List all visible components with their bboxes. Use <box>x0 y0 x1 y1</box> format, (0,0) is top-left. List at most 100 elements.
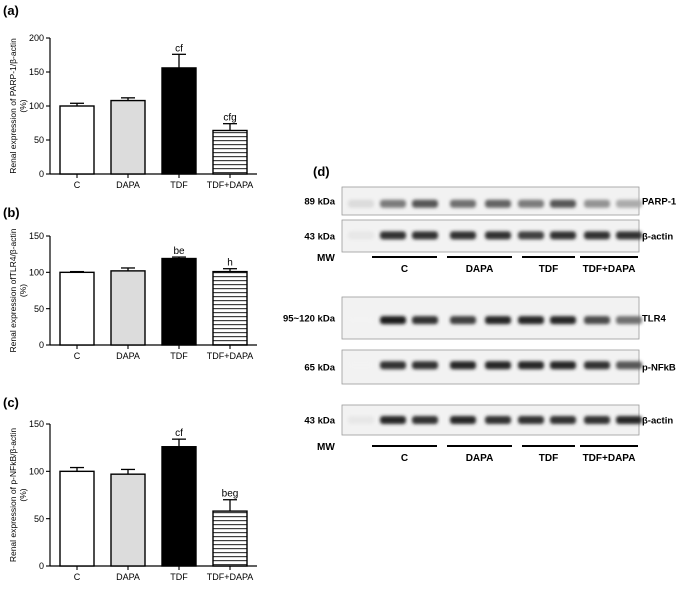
chart-panel-3: (c) Renal expression of p-NFkB/β-actin (%)… <box>3 395 257 582</box>
category-label: C <box>74 351 81 361</box>
kda-label: 43 kDa <box>304 232 335 243</box>
y-axis-unit: (%) <box>18 284 28 297</box>
blot-band <box>485 316 511 325</box>
blot-tlr4: 95~120 kDa TLR4 <box>283 296 666 340</box>
bar-tdf <box>161 257 197 346</box>
group-labels: MW C DAPA TDF TDF+DAPA <box>317 442 638 464</box>
significance-label: be <box>173 246 185 257</box>
category-label: TDF+DAPA <box>207 351 254 361</box>
y-tick-label: 50 <box>34 514 44 524</box>
western-blots: (d) 89 kDa PARP-1 43 kDa β-actin 95~120 kDa TL… <box>283 164 677 464</box>
blot-band <box>584 199 610 208</box>
y-tick-label: 100 <box>29 101 44 111</box>
bar-c <box>59 271 95 346</box>
blot--actin: 43 kDa β-actin <box>304 219 673 253</box>
blot-band <box>485 231 511 240</box>
chart-panel-2: (b) Renal expression ofTLR4/β-actin (%) 0 50… <box>3 205 257 361</box>
group-label: DAPA <box>466 264 494 275</box>
group-label: TDF+DAPA <box>583 453 636 464</box>
group-labels: MW C DAPA TDF TDF+DAPA <box>317 253 638 275</box>
mw-label: MW <box>317 442 335 453</box>
y-tick-label: 150 <box>29 419 44 429</box>
blot-band <box>518 231 544 240</box>
category-label: C <box>74 180 81 190</box>
blot-band <box>412 361 438 370</box>
protein-label: TLR4 <box>642 314 666 325</box>
group-label: TDF <box>539 264 558 275</box>
blot-band <box>616 199 642 208</box>
blot-band <box>550 231 576 240</box>
blot-band <box>450 361 476 370</box>
group-label: TDF <box>539 453 558 464</box>
panel-letter: (a) <box>3 3 19 18</box>
blot-band <box>348 231 374 240</box>
protein-label: PARP-1 <box>642 197 677 208</box>
y-axis-label: Renal expression of PARP-1/β-actin <box>8 38 18 174</box>
y-tick-label: 150 <box>29 67 44 77</box>
category-label: TDF <box>170 180 188 190</box>
category-label: TDF+DAPA <box>207 180 254 190</box>
significance-label: cf <box>175 43 183 54</box>
blot-band <box>616 416 642 424</box>
category-label: DAPA <box>116 351 140 361</box>
panel-letter: (b) <box>3 205 20 220</box>
blot-band <box>450 416 476 424</box>
blot-band <box>584 416 610 424</box>
blot-band <box>380 361 406 370</box>
y-tick-label: 0 <box>39 340 44 350</box>
blot-band <box>412 416 438 424</box>
y-axis-unit: (%) <box>18 488 28 501</box>
significance-label: cf <box>175 428 183 439</box>
y-tick-label: 50 <box>34 304 44 314</box>
bar-tdf <box>161 446 197 567</box>
blot-band <box>348 361 374 370</box>
kda-label: 43 kDa <box>304 416 335 427</box>
blot-band <box>450 199 476 208</box>
category-label: TDF <box>170 572 188 582</box>
panel-letter: (c) <box>3 395 19 410</box>
blot-band <box>380 416 406 424</box>
y-tick-label: 0 <box>39 169 44 179</box>
blot-band <box>412 199 438 208</box>
blot-band <box>550 361 576 370</box>
kda-label: 95~120 kDa <box>283 314 336 325</box>
y-tick-label: 0 <box>39 561 44 571</box>
blot-band <box>584 231 610 240</box>
group-label: C <box>401 453 408 464</box>
category-label: TDF+DAPA <box>207 572 254 582</box>
category-label: C <box>74 572 81 582</box>
blot--actin: 43 kDa β-actin <box>304 404 673 436</box>
blot-band <box>550 316 576 325</box>
category-label: DAPA <box>116 572 140 582</box>
protein-label: β-actin <box>642 416 673 427</box>
blot-band <box>616 316 642 325</box>
blot-band <box>584 361 610 370</box>
significance-label: beg <box>222 489 239 500</box>
group-label: TDF+DAPA <box>583 264 636 275</box>
bar-tdf <box>161 67 197 175</box>
bar-c <box>59 470 95 567</box>
y-tick-label: 150 <box>29 231 44 241</box>
blot-band <box>518 199 544 208</box>
category-label: DAPA <box>116 180 140 190</box>
blot-band <box>616 361 642 370</box>
blot-band <box>518 316 544 325</box>
category-label: TDF <box>170 351 188 361</box>
blot-band <box>550 416 576 424</box>
bar-dapa <box>110 99 146 175</box>
bar-tdf-dapa <box>212 270 248 346</box>
blot-band <box>380 316 406 325</box>
bar-dapa <box>110 473 146 567</box>
bar-tdf-dapa <box>212 129 248 175</box>
bar-c <box>59 105 95 175</box>
y-axis-label: Renal expression ofTLR4/β-actin <box>8 228 18 352</box>
blot-band <box>412 316 438 325</box>
y-tick-label: 100 <box>29 268 44 278</box>
protein-label: p-NFkB <box>642 363 676 374</box>
bar-charts: (a) Renal expression of PARP-1/β-actin (%)… <box>3 3 257 582</box>
blot-band <box>518 361 544 370</box>
kda-label: 89 kDa <box>304 197 335 208</box>
blot-p-nfkb: 65 kDa p-NFkB <box>304 349 676 385</box>
blot-band <box>412 231 438 240</box>
